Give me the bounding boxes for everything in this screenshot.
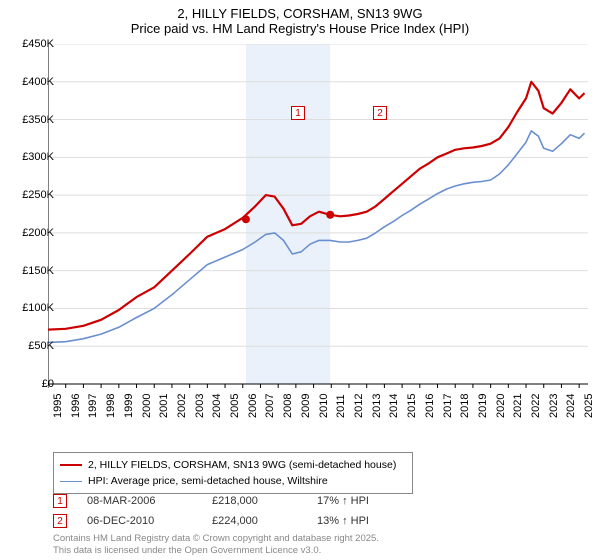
transaction-date: 08-MAR-2006 bbox=[87, 495, 212, 507]
x-tick-label: 2019 bbox=[477, 394, 489, 418]
x-tick-label: 1999 bbox=[123, 394, 135, 418]
transaction-row: 2 06-DEC-2010 £224,000 13% ↑ HPI bbox=[53, 514, 369, 528]
x-tick-label: 2022 bbox=[530, 394, 542, 418]
transaction-date: 06-DEC-2010 bbox=[87, 515, 212, 527]
legend: 2, HILLY FIELDS, CORSHAM, SN13 9WG (semi… bbox=[53, 452, 413, 494]
attribution: Contains HM Land Registry data © Crown c… bbox=[53, 533, 379, 556]
x-tick-label: 2016 bbox=[424, 394, 436, 418]
x-tick-label: 2008 bbox=[282, 394, 294, 418]
annotation-badge: 1 bbox=[291, 106, 305, 120]
y-tick-label: £100K bbox=[4, 302, 54, 314]
y-tick-label: £300K bbox=[4, 151, 54, 163]
y-tick-label: £400K bbox=[4, 76, 54, 88]
x-tick-label: 2013 bbox=[371, 394, 383, 418]
title-line1: 2, HILLY FIELDS, CORSHAM, SN13 9WG bbox=[0, 6, 600, 21]
chart-svg bbox=[48, 44, 588, 414]
x-tick-label: 2005 bbox=[229, 394, 241, 418]
y-tick-label: £50K bbox=[4, 340, 54, 352]
y-tick-label: £250K bbox=[4, 189, 54, 201]
x-tick-label: 2002 bbox=[176, 394, 188, 418]
y-tick-label: £200K bbox=[4, 227, 54, 239]
y-tick-label: £150K bbox=[4, 265, 54, 277]
x-tick-label: 2010 bbox=[318, 394, 330, 418]
annotation-badge: 2 bbox=[373, 106, 387, 120]
x-tick-label: 2021 bbox=[512, 394, 524, 418]
x-tick-label: 1995 bbox=[52, 394, 64, 418]
x-tick-label: 2017 bbox=[442, 394, 454, 418]
x-tick-label: 2006 bbox=[247, 394, 259, 418]
x-tick-label: 1996 bbox=[70, 394, 82, 418]
x-tick-label: 2007 bbox=[264, 394, 276, 418]
x-tick-label: 2018 bbox=[459, 394, 471, 418]
x-tick-label: 1997 bbox=[87, 394, 99, 418]
chart-container: 2, HILLY FIELDS, CORSHAM, SN13 9WG Price… bbox=[0, 0, 600, 560]
y-tick-label: £350K bbox=[4, 114, 54, 126]
y-tick-label: £0 bbox=[4, 378, 54, 390]
title-line2: Price paid vs. HM Land Registry's House … bbox=[0, 21, 600, 36]
x-tick-label: 2009 bbox=[300, 394, 312, 418]
x-tick-label: 2003 bbox=[194, 394, 206, 418]
transaction-price: £224,000 bbox=[212, 515, 317, 527]
x-tick-label: 2024 bbox=[565, 394, 577, 418]
x-tick-label: 2023 bbox=[548, 394, 560, 418]
legend-row: HPI: Average price, semi-detached house,… bbox=[60, 473, 406, 489]
chart-area: 12 bbox=[48, 44, 588, 414]
x-tick-label: 2020 bbox=[495, 394, 507, 418]
x-tick-label: 2004 bbox=[211, 394, 223, 418]
legend-swatch bbox=[60, 481, 82, 482]
legend-label: HPI: Average price, semi-detached house,… bbox=[88, 475, 328, 487]
marker-badge: 2 bbox=[53, 514, 67, 528]
transaction-pct: 17% ↑ HPI bbox=[317, 495, 369, 507]
x-tick-label: 2015 bbox=[406, 394, 418, 418]
attribution-line2: This data is licensed under the Open Gov… bbox=[53, 545, 379, 556]
legend-label: 2, HILLY FIELDS, CORSHAM, SN13 9WG (semi… bbox=[88, 459, 396, 471]
transaction-pct: 13% ↑ HPI bbox=[317, 515, 369, 527]
transaction-price: £218,000 bbox=[212, 495, 317, 507]
title-block: 2, HILLY FIELDS, CORSHAM, SN13 9WG Price… bbox=[0, 0, 600, 38]
x-tick-label: 2012 bbox=[353, 394, 365, 418]
marker-badge: 1 bbox=[53, 494, 67, 508]
legend-swatch bbox=[60, 464, 82, 466]
x-tick-label: 2000 bbox=[141, 394, 153, 418]
transaction-row: 1 08-MAR-2006 £218,000 17% ↑ HPI bbox=[53, 494, 369, 508]
x-tick-label: 2025 bbox=[583, 394, 595, 418]
attribution-line1: Contains HM Land Registry data © Crown c… bbox=[53, 533, 379, 544]
x-tick-label: 2001 bbox=[158, 394, 170, 418]
x-tick-label: 2014 bbox=[388, 394, 400, 418]
y-tick-label: £450K bbox=[4, 38, 54, 50]
legend-row: 2, HILLY FIELDS, CORSHAM, SN13 9WG (semi… bbox=[60, 457, 406, 473]
x-tick-label: 2011 bbox=[335, 394, 347, 418]
x-tick-label: 1998 bbox=[105, 394, 117, 418]
